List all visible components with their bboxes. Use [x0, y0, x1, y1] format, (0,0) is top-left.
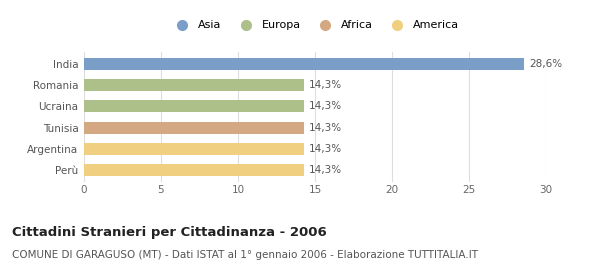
- Bar: [84, 79, 304, 91]
- Text: 14,3%: 14,3%: [309, 80, 342, 90]
- Text: 14,3%: 14,3%: [309, 123, 342, 133]
- Text: 14,3%: 14,3%: [309, 144, 342, 154]
- Text: 14,3%: 14,3%: [309, 165, 342, 175]
- Text: 28,6%: 28,6%: [529, 59, 562, 69]
- Legend: Asia, Europa, Africa, America: Asia, Europa, Africa, America: [167, 16, 463, 35]
- Bar: [84, 122, 304, 133]
- Text: Cittadini Stranieri per Cittadinanza - 2006: Cittadini Stranieri per Cittadinanza - 2…: [12, 226, 327, 239]
- Text: COMUNE DI GARAGUSO (MT) - Dati ISTAT al 1° gennaio 2006 - Elaborazione TUTTITALI: COMUNE DI GARAGUSO (MT) - Dati ISTAT al …: [12, 250, 478, 259]
- Bar: [84, 164, 304, 176]
- Bar: [84, 58, 524, 70]
- Text: 14,3%: 14,3%: [309, 101, 342, 111]
- Bar: [84, 143, 304, 155]
- Bar: [84, 101, 304, 112]
